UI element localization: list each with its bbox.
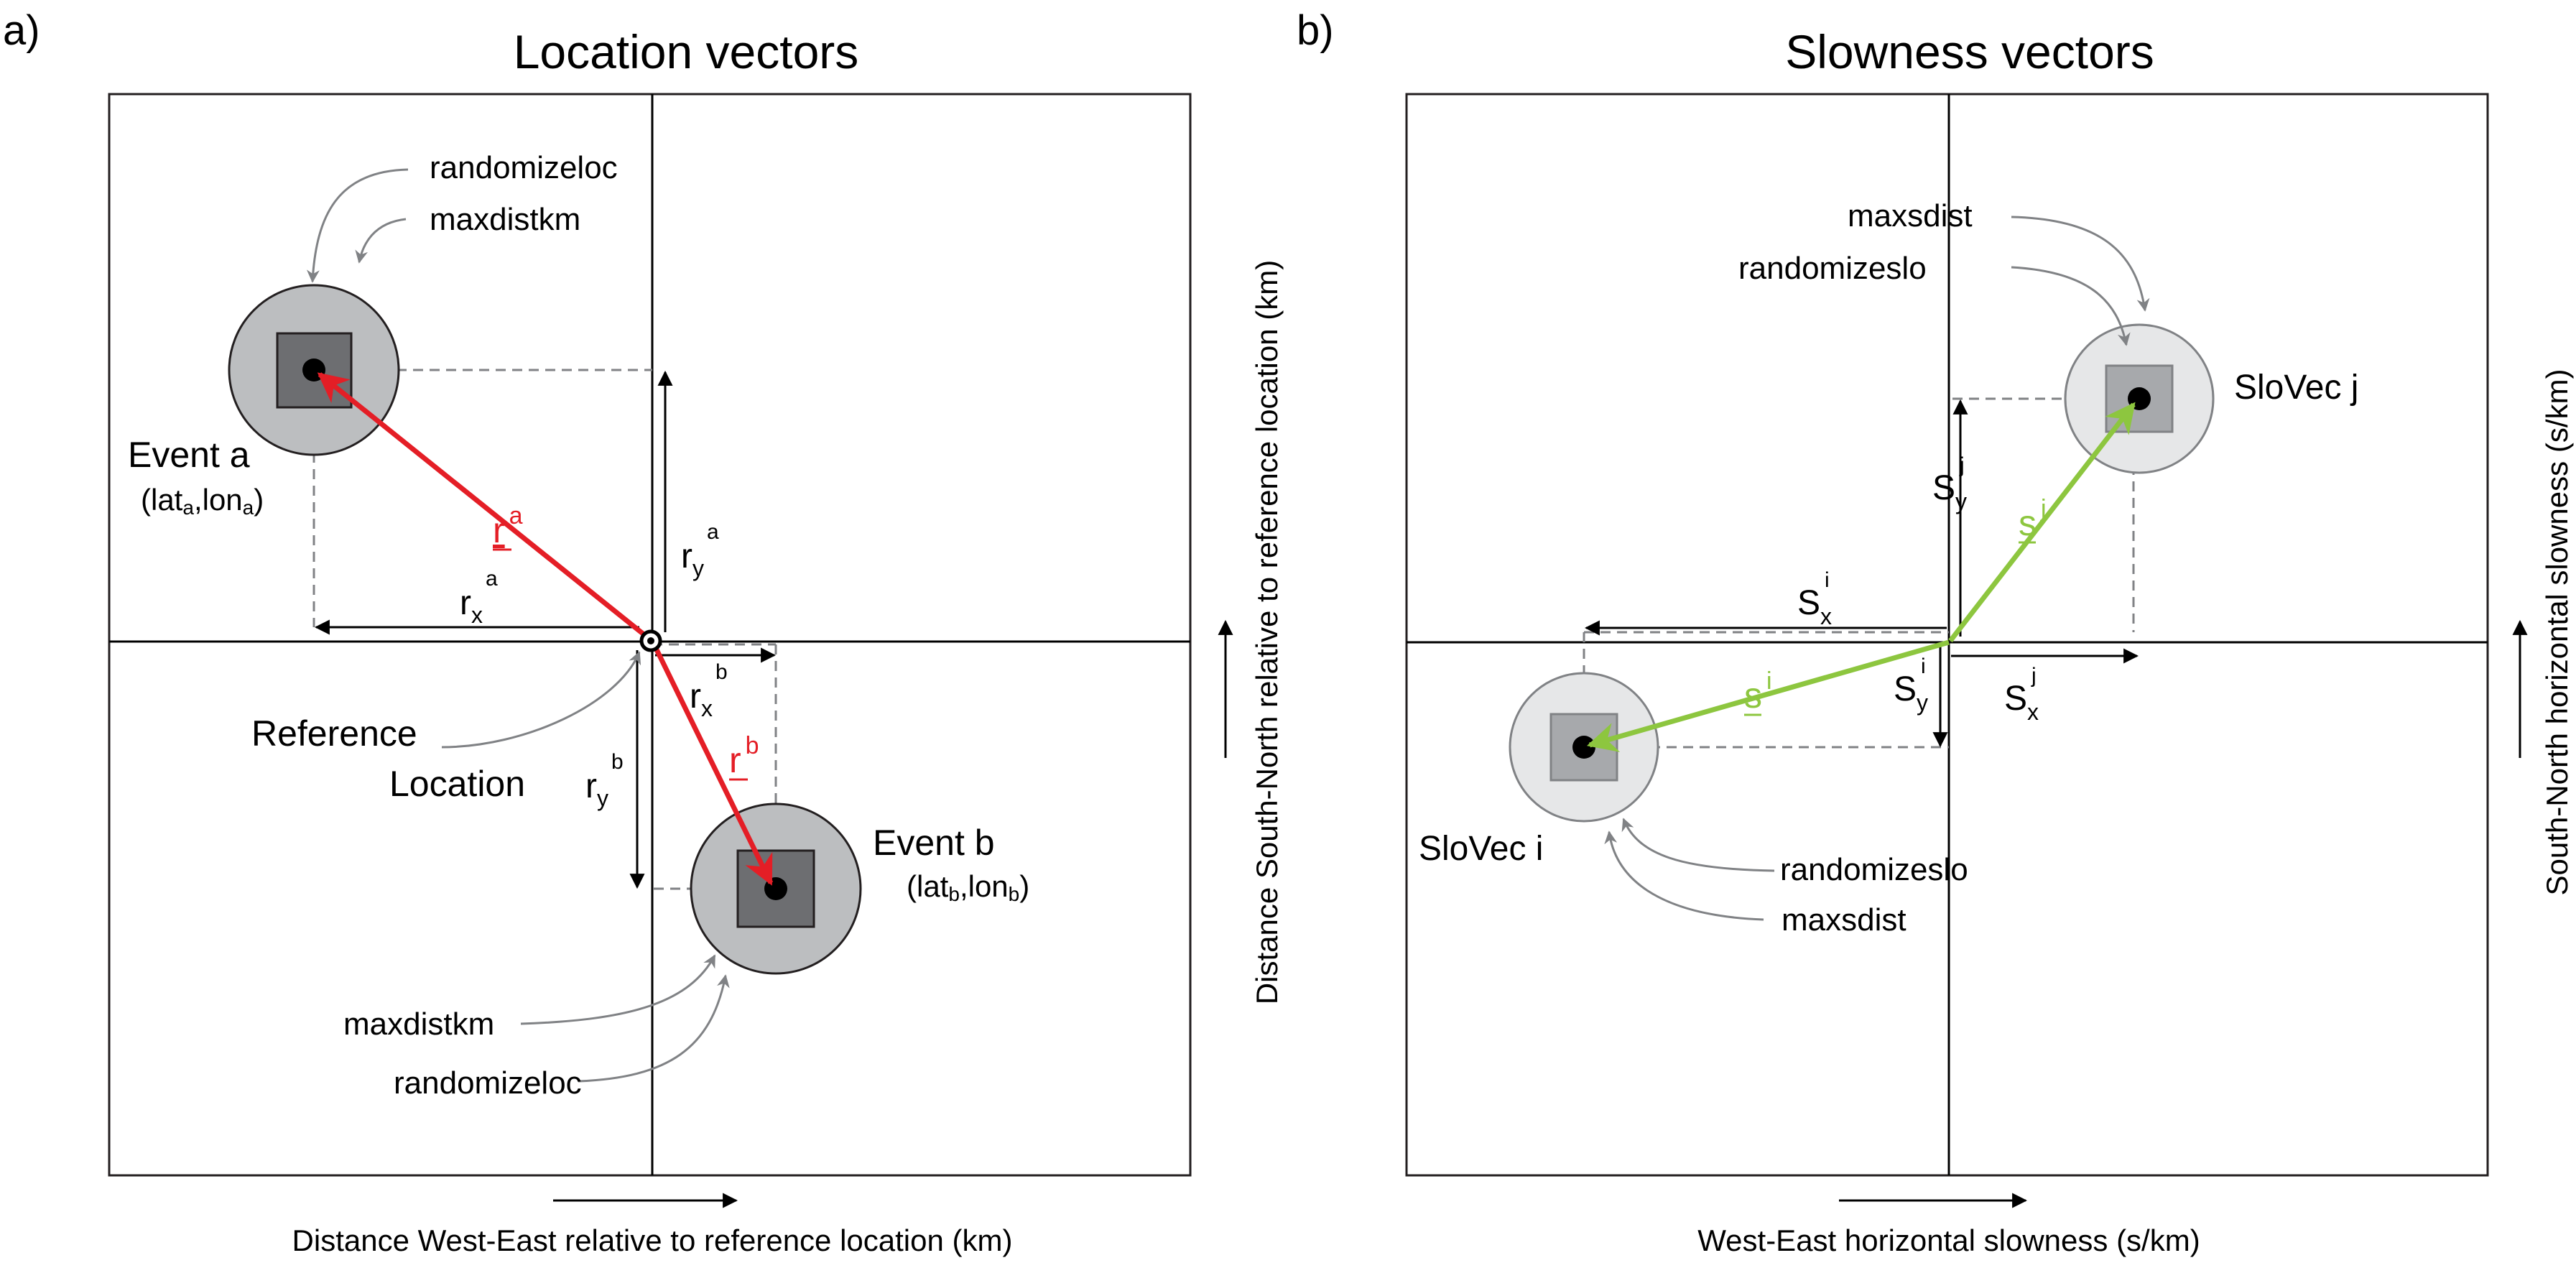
label-ry-a: rya	[681, 520, 719, 581]
panel-a: a) Location vectors	[3, 7, 1284, 1257]
panel-b-frame	[1405, 93, 2489, 1177]
event-b-coords: (latb,lonb)	[907, 869, 1029, 905]
vector-r-a	[317, 372, 649, 639]
panel-a-dashed-guides	[312, 369, 777, 890]
vector-s-i	[1586, 639, 1950, 752]
label-maxdistkm-b: maxdistkm	[343, 1007, 494, 1042]
label-slovec-j: SloVec j	[2234, 369, 2358, 407]
panel-b-letter: b)	[1297, 7, 1334, 54]
label-reference-line1: Reference	[251, 713, 417, 754]
label-randomizeslo-i: randomizeslo	[1780, 852, 1968, 887]
label-rx-b: rxb	[690, 660, 728, 721]
label-sy-i: Syi	[1894, 654, 1928, 716]
label-ry-b: ryb	[585, 750, 624, 811]
label-sx-j: Sxj	[2004, 664, 2039, 725]
panel-b-dashed-guides	[1583, 397, 2135, 749]
label-sx-i: Sxi	[1797, 568, 1832, 629]
label-randomizeloc-b: randomizeloc	[394, 1065, 582, 1101]
label-randomizeloc-a: randomizeloc	[430, 150, 618, 185]
panel-a-frame	[108, 93, 1192, 1177]
label-randomizeslo-j: randomizeslo	[1738, 251, 1927, 286]
panel-a-letter: a)	[3, 7, 40, 54]
label-maxsdist-j: maxsdist	[1848, 198, 1973, 233]
reference-point-center	[647, 637, 654, 644]
label-reference-line2: Location	[389, 764, 525, 804]
slovec-i-dot	[1572, 736, 1595, 759]
panel-a-title: Location vectors	[514, 25, 859, 78]
panel-b-xlabel: West-East horizontal slowness (s/km)	[1697, 1223, 2200, 1257]
vector-r-b	[652, 645, 774, 886]
event-a-coords: (lata,lona)	[141, 483, 264, 519]
panel-a-callouts	[306, 168, 730, 1083]
panel-b: b) Slowness vectors	[1297, 7, 2574, 1257]
label-rx-a: rxa	[460, 567, 498, 628]
event-a-name: Event a	[128, 435, 250, 475]
label-slovec-i: SloVec i	[1419, 830, 1543, 868]
panel-b-ylabel: South-North horizontal slowness (s/km)	[2540, 369, 2574, 896]
panel-b-title: Slowness vectors	[1785, 25, 2154, 78]
panel-a-xlabel: Distance West-East relative to reference…	[292, 1223, 1013, 1257]
panel-b-callouts	[1604, 216, 2150, 921]
label-sy-j: Syj	[1932, 453, 1967, 514]
vector-s-j	[1948, 402, 2136, 643]
panel-a-ylabel: Distance South-North relative to referen…	[1250, 260, 1284, 1004]
label-maxsdist-i: maxsdist	[1782, 902, 1906, 938]
label-maxdistkm-a: maxdistkm	[430, 202, 580, 237]
event-b-name: Event b	[873, 823, 995, 863]
